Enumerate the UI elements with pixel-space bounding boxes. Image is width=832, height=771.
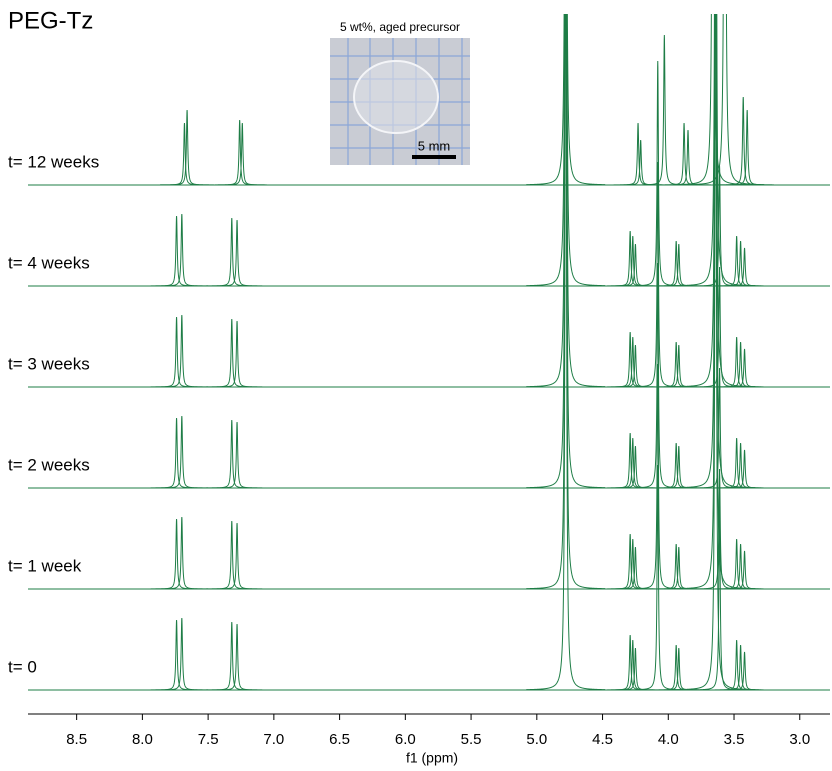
peak bbox=[197, 522, 277, 590]
x-tick-label: 6.5 bbox=[329, 731, 350, 748]
trace-label: t= 12 weeks bbox=[8, 152, 99, 171]
peak bbox=[147, 109, 227, 186]
peak bbox=[142, 213, 222, 287]
x-tick-label: 8.0 bbox=[132, 731, 153, 748]
peak bbox=[697, 538, 777, 590]
peak bbox=[192, 621, 272, 691]
peak bbox=[636, 543, 716, 590]
x-tick-label: 7.5 bbox=[198, 731, 219, 748]
peak bbox=[197, 320, 277, 388]
peak bbox=[676, 14, 756, 489]
x-tick-label: 7.0 bbox=[263, 731, 284, 748]
x-tick-label: 3.0 bbox=[789, 731, 810, 748]
peak bbox=[705, 550, 784, 590]
peak bbox=[595, 344, 675, 388]
peak bbox=[618, 464, 698, 691]
x-tick-label: 3.5 bbox=[724, 731, 745, 748]
peak bbox=[142, 617, 222, 691]
peak bbox=[595, 243, 675, 287]
trace-label: t= 2 weeks bbox=[8, 455, 90, 474]
peak bbox=[142, 314, 222, 388]
peak bbox=[697, 336, 777, 388]
peak bbox=[200, 119, 280, 186]
peak bbox=[526, 14, 606, 287]
peak bbox=[644, 122, 724, 186]
x-tick-label: 4.0 bbox=[658, 731, 679, 748]
inset-caption: 5 wt%, aged precursor bbox=[340, 20, 460, 34]
peak bbox=[707, 109, 787, 186]
peak bbox=[697, 639, 777, 691]
peak bbox=[590, 634, 670, 691]
peak bbox=[142, 415, 222, 489]
peak bbox=[705, 651, 784, 691]
peak bbox=[595, 546, 675, 590]
chart-title: PEG-Tz bbox=[8, 7, 93, 34]
trace-label: t= 3 weeks bbox=[8, 354, 90, 373]
peak bbox=[192, 419, 272, 489]
peak bbox=[526, 14, 606, 388]
peak bbox=[676, 14, 756, 388]
peak bbox=[137, 316, 217, 388]
peak bbox=[145, 122, 224, 186]
peak bbox=[526, 14, 606, 489]
peak bbox=[192, 318, 272, 388]
trace-label: t= 1 week bbox=[8, 556, 82, 575]
x-tick-label: 6.0 bbox=[395, 731, 416, 748]
peak bbox=[595, 647, 675, 691]
peak bbox=[595, 445, 675, 489]
peak bbox=[697, 235, 777, 287]
peak bbox=[636, 341, 716, 388]
x-tick-label: 8.5 bbox=[66, 731, 87, 748]
peak bbox=[636, 442, 716, 489]
peak bbox=[636, 644, 716, 691]
peak bbox=[526, 14, 606, 186]
peak bbox=[137, 518, 217, 590]
peak bbox=[192, 520, 272, 590]
peak bbox=[701, 644, 781, 691]
peak bbox=[590, 533, 670, 590]
scale-bar-label: 5 mm bbox=[418, 138, 451, 153]
x-tick-label: 4.5 bbox=[592, 731, 613, 748]
peak bbox=[137, 417, 217, 489]
peak bbox=[137, 619, 217, 691]
peak bbox=[705, 247, 784, 287]
peak bbox=[202, 122, 282, 186]
peak bbox=[636, 240, 716, 287]
x-axis-label: f1 (ppm) bbox=[406, 750, 458, 766]
peak bbox=[697, 437, 777, 489]
peak bbox=[648, 129, 728, 186]
peak bbox=[192, 217, 272, 287]
x-tick-label: 5.0 bbox=[526, 731, 547, 748]
inset-photo bbox=[330, 38, 470, 165]
peak bbox=[197, 421, 277, 489]
peak bbox=[142, 516, 222, 590]
trace-label: t= 0 bbox=[8, 657, 37, 676]
peak bbox=[526, 14, 606, 590]
peak bbox=[705, 449, 784, 489]
peak bbox=[197, 219, 277, 287]
peak bbox=[526, 14, 606, 691]
x-tick-label: 5.5 bbox=[461, 731, 482, 748]
peak bbox=[137, 215, 217, 287]
trace-label: t= 4 weeks bbox=[8, 253, 90, 272]
peak bbox=[685, 14, 765, 186]
peak bbox=[197, 623, 277, 691]
peak bbox=[705, 348, 784, 388]
